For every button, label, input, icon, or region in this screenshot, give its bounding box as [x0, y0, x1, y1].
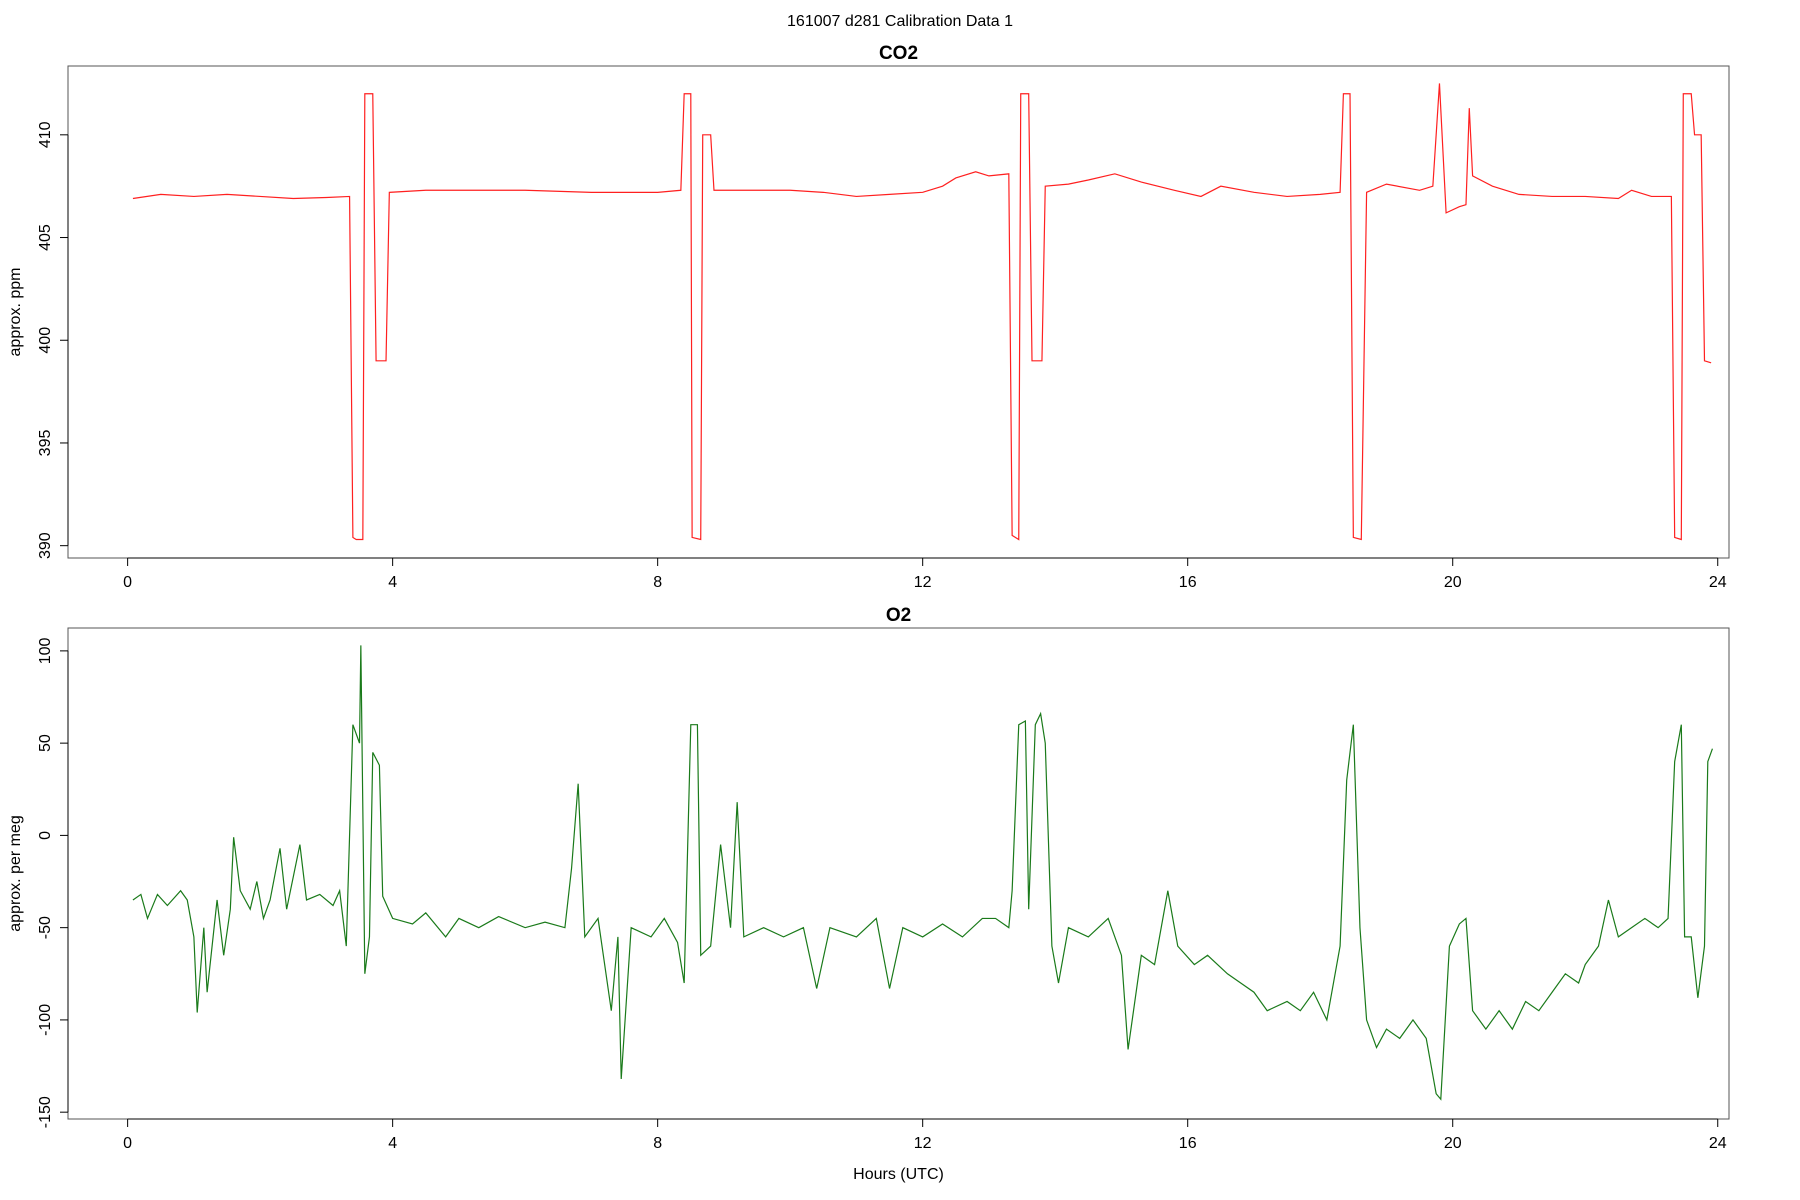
plot-frame [67, 627, 1730, 1120]
y-tick-label: 400 [37, 327, 54, 354]
y-axis-label: approx. per meg [7, 815, 24, 932]
chart-title: O2 [886, 605, 911, 626]
x-tick-label: 12 [914, 1135, 932, 1152]
y-tick-label: 390 [37, 532, 54, 559]
y-axis-label: approx. ppm [7, 268, 24, 357]
y-tick-label: -50 [37, 916, 54, 939]
x-tick-label: 16 [1179, 574, 1197, 591]
y-tick-label: 50 [37, 734, 54, 752]
y-tick-label: 100 [37, 637, 54, 664]
y-tick-label: -100 [37, 1004, 54, 1036]
data-line [132, 83, 1712, 541]
x-tick-label: 8 [653, 1135, 662, 1152]
x-tick-label: 0 [123, 1135, 132, 1152]
x-tick-label: 8 [653, 574, 662, 591]
x-tick-label: 0 [123, 574, 132, 591]
figure-title: 161007 d281 Calibration Data 1 [787, 13, 1013, 30]
x-axis-label: Hours (UTC) [853, 1166, 944, 1183]
x-tick-label: 4 [388, 1135, 397, 1152]
plot-frame [67, 65, 1730, 559]
data-line [132, 645, 1714, 1101]
y-tick-label: 0 [37, 831, 54, 840]
x-tick-label: 16 [1179, 1135, 1197, 1152]
x-tick-label: 4 [388, 574, 397, 591]
x-tick-label: 20 [1444, 1135, 1462, 1152]
y-tick-label: 395 [37, 430, 54, 457]
y-tick-label: 410 [37, 121, 54, 148]
x-tick-label: 12 [914, 574, 932, 591]
x-tick-label: 20 [1444, 574, 1462, 591]
y-tick-label: 405 [37, 224, 54, 251]
y-tick-label: -150 [37, 1096, 54, 1128]
x-tick-label: 24 [1709, 574, 1727, 591]
chart-title: CO2 [879, 43, 918, 64]
x-tick-label: 24 [1709, 1135, 1727, 1152]
